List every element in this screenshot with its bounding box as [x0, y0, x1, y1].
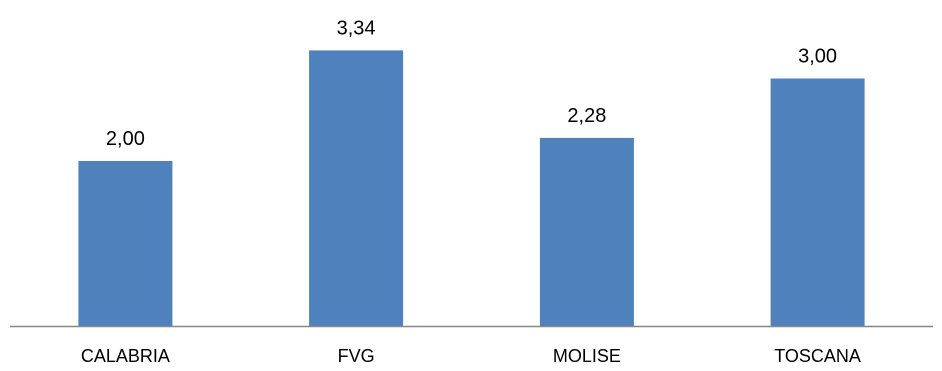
bar-calabria — [78, 161, 173, 326]
x-tick-label-calabria: CALABRIA — [81, 346, 170, 366]
bar-fvg — [309, 50, 404, 327]
bar-toscana — [770, 78, 865, 326]
value-label-fvg: 3,34 — [337, 17, 376, 39]
bars-group — [78, 50, 865, 327]
value-label-toscana: 3,00 — [798, 46, 837, 68]
x-tick-label-molise: MOLISE — [553, 346, 621, 366]
x-tick-label-fvg: FVG — [338, 346, 375, 366]
x-tick-label-toscana: TOSCANA — [774, 346, 861, 366]
x-tick-labels-group: CALABRIA FVG MOLISE TOSCANA — [81, 346, 861, 366]
value-label-molise: 2,28 — [567, 105, 606, 127]
value-label-calabria: 2,00 — [106, 128, 145, 150]
value-labels-group: 2,00 3,34 2,28 3,00 — [106, 17, 837, 150]
bar-molise — [539, 137, 634, 326]
